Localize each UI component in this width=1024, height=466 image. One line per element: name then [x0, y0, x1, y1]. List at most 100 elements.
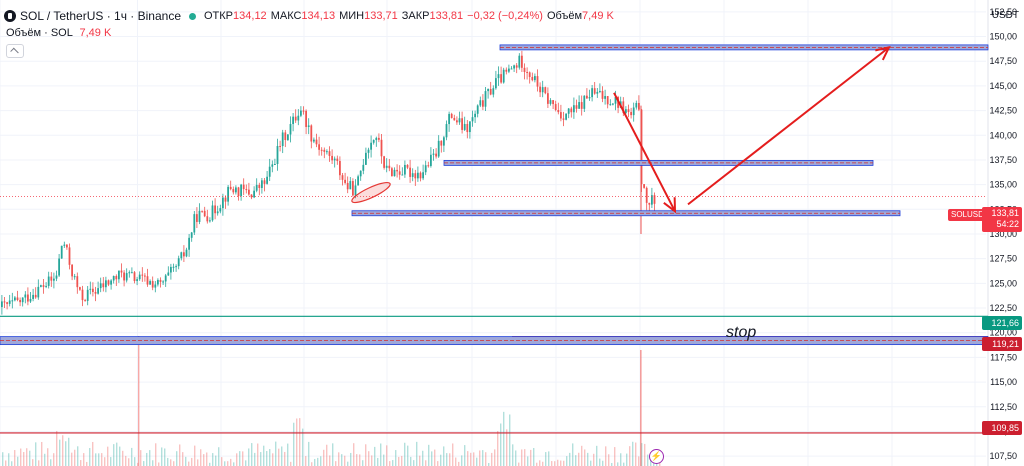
volume-bar	[515, 450, 517, 466]
candle-body	[534, 76, 536, 81]
candle-body	[427, 165, 430, 167]
candle-body	[565, 113, 567, 120]
volume-bar	[608, 454, 610, 466]
volume-bar	[635, 442, 637, 466]
candle-body	[560, 112, 562, 119]
volume-bar	[383, 454, 385, 466]
volume-bar	[98, 453, 100, 466]
volume-legend-label: Объём · SOL	[6, 27, 73, 39]
volume-bar	[647, 454, 649, 466]
candle-body	[372, 140, 375, 143]
volume-bar	[455, 457, 457, 466]
volume-bar	[395, 450, 397, 466]
volume-bar	[23, 452, 25, 466]
volume-bar	[32, 459, 34, 466]
volume-bar	[56, 430, 58, 466]
candle-body	[255, 184, 258, 191]
axis-currency-label[interactable]: USDT	[991, 10, 1019, 21]
candle-body	[248, 189, 250, 195]
candle-body	[573, 105, 575, 113]
candle-body	[456, 120, 458, 123]
volume-bar	[365, 444, 367, 466]
volume-bar	[35, 442, 37, 466]
volume-bar	[71, 452, 73, 466]
candle-body	[604, 96, 606, 99]
candle-body	[45, 285, 47, 287]
candle-body	[396, 169, 398, 172]
candle-body	[417, 172, 419, 179]
high-label: МАКС	[270, 10, 302, 22]
volume-bar	[110, 457, 112, 466]
candle-body	[84, 300, 86, 302]
lightning-icon[interactable]: ⚡	[649, 449, 664, 464]
volume-bar	[332, 443, 334, 466]
volume-bar	[518, 462, 520, 466]
candle-body	[510, 68, 513, 70]
volume-bar	[473, 452, 475, 466]
candle-body	[378, 137, 380, 140]
candle-body	[146, 276, 149, 285]
volume-bar	[407, 445, 409, 466]
volume-bar	[167, 457, 169, 466]
volume-bar	[533, 448, 535, 466]
candle-body	[445, 124, 448, 138]
volume-bar	[542, 461, 544, 466]
volume-bar	[146, 452, 148, 466]
volume-bar	[335, 461, 337, 466]
candle-body	[131, 272, 133, 274]
candle-body	[344, 179, 346, 183]
volume-bar	[290, 461, 292, 466]
volume-bar	[302, 428, 304, 466]
symbol-tag: SOLUSDT	[948, 209, 992, 221]
candle-body	[461, 118, 463, 130]
candle-body	[450, 113, 453, 118]
collapse-legend-button[interactable]	[6, 44, 24, 58]
volume-bar	[221, 457, 223, 466]
candle-body	[271, 164, 274, 167]
candle-body	[55, 275, 58, 279]
candle-body	[105, 280, 107, 288]
candle-body	[307, 125, 310, 127]
candle-body	[362, 164, 365, 171]
candle-body	[505, 69, 508, 72]
volume-bar	[89, 448, 91, 466]
volume-bar	[371, 455, 373, 466]
candle-body	[292, 116, 294, 125]
candle-body	[474, 113, 476, 118]
volume-bar	[53, 453, 55, 466]
candle-body	[118, 270, 120, 280]
volume-bar	[449, 453, 451, 466]
volume-bar	[293, 422, 295, 466]
trend-arrow-head	[663, 197, 677, 214]
candle-body	[250, 194, 253, 198]
volume-bar	[416, 441, 418, 466]
symbol-title[interactable]: SOL / TetherUS · 1ч · Binance	[20, 9, 181, 23]
candle-body	[515, 65, 518, 68]
volume-bar	[284, 451, 286, 466]
candle-body	[172, 266, 175, 268]
volume-bar	[644, 443, 646, 466]
candle-body	[112, 276, 115, 281]
candle-body	[383, 156, 385, 168]
candle-body	[216, 211, 219, 214]
candle-body	[206, 216, 209, 222]
candle-body	[14, 297, 16, 301]
volume-bar	[203, 454, 205, 466]
candle-body	[599, 90, 601, 92]
volume-value: 7,49 K	[582, 10, 614, 22]
volume-bar	[152, 460, 154, 466]
volume-bar	[269, 449, 271, 466]
volume-bar	[86, 461, 88, 466]
volume-bar	[113, 444, 115, 466]
candle-body	[463, 123, 466, 130]
candle-body	[175, 266, 177, 268]
volume-legend[interactable]: Объём · SOL 7,49 K	[6, 27, 111, 39]
stop-annotation[interactable]: stop	[726, 324, 757, 341]
volume-bar	[494, 449, 496, 466]
candle-body	[240, 184, 242, 197]
candle-body	[622, 101, 625, 113]
volume-bar	[368, 451, 370, 466]
candle-body	[310, 125, 313, 142]
